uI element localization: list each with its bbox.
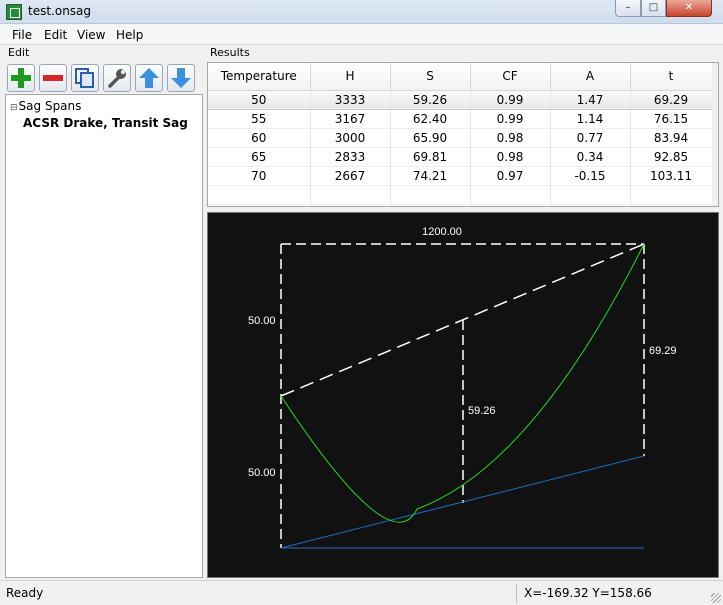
column-header-t[interactable]: t [630,63,713,91]
sag-plot-canvas: 1200.00 50.00 50.00 59.26 69.29 [248,226,677,549]
copy-span-button[interactable] [71,64,99,92]
cell-t: 83.94 [630,128,713,148]
cell-temperature: 70 [208,166,311,186]
minus-icon [43,75,63,81]
window-title: test.onsag [28,4,92,18]
table-row[interactable]: 60 3000 65.90 0.98 0.77 83.94 [208,128,713,148]
empty-row [208,185,713,205]
status-separator [516,584,517,603]
move-up-button[interactable] [135,64,163,92]
cell-a: 1.14 [550,109,631,129]
sag-spans-tree[interactable]: ⊟Sag Spans ACSR Drake, Transit Sag [5,94,203,578]
menu-view[interactable]: View [77,28,106,42]
edit-toolbar [5,61,203,93]
menu-bar: File Edit View Help [0,25,723,45]
edit-span-button[interactable] [103,64,131,92]
table-row[interactable]: 70 2667 74.21 0.97 -0.15 103.11 [208,166,713,186]
cell-h: 3333 [310,89,391,110]
cell-s: 74.21 [390,166,471,186]
status-text: Ready [6,586,44,600]
remove-span-button[interactable] [39,64,67,92]
cell-a: -0.15 [550,166,631,186]
cell-cf: 0.97 [470,166,551,186]
add-span-button[interactable] [7,64,35,92]
minimize-button[interactable]: – [615,0,641,17]
cell-temperature: 50 [208,89,311,110]
table-row[interactable]: 65 2833 69.81 0.98 0.34 92.85 [208,147,713,167]
column-header-cf[interactable]: CF [470,63,551,91]
edit-pane-header: Edit [8,46,30,59]
cell-s: 65.90 [390,128,471,148]
column-header-s[interactable]: S [390,63,471,91]
wrench-icon [108,69,126,88]
title-bar: test.onsag – □ ✕ [0,0,723,24]
tree-node-span[interactable]: ACSR Drake, Transit Sag [23,116,188,130]
empty-row [208,204,713,206]
arrow-up-icon [139,68,159,88]
column-header-a[interactable]: A [550,63,631,91]
tree-node-sag-spans[interactable]: ⊟Sag Spans [10,99,81,113]
span-label: 1200.00 [422,226,462,238]
cell-t: 103.11 [630,166,713,186]
cell-h: 2667 [310,166,391,186]
cell-s: 69.81 [390,147,471,167]
results-table: Temperature H S CF A t 50 3333 59.26 0.99 1.… [207,62,719,207]
arrow-down-icon [171,68,191,88]
cell-h: 2833 [310,147,391,167]
cell-a: 0.34 [550,147,631,167]
menu-edit[interactable]: Edit [44,28,68,42]
cell-temperature: 55 [208,109,311,129]
edit-pane: Edit [5,45,203,578]
plus-icon [11,68,31,88]
cell-temperature: 65 [208,147,311,167]
cell-a: 1.47 [550,89,631,110]
cell-h: 3000 [310,128,391,148]
copy-icon [75,68,94,88]
cursor-coordinates: X=-169.32 Y=158.66 [524,586,652,600]
cell-cf: 0.99 [470,109,551,129]
table-row[interactable]: 50 3333 59.26 0.99 1.47 69.29 [208,89,713,110]
column-header-h[interactable]: H [310,63,391,91]
tree-root-label: Sag Spans [18,99,82,113]
cell-s: 59.26 [390,89,471,110]
left-lower-label: 50.00 [248,467,276,479]
close-button[interactable]: ✕ [666,0,712,17]
cell-s: 62.40 [390,109,471,129]
cell-t: 92.85 [630,147,713,167]
app-icon [6,4,22,20]
cell-temperature: 60 [208,128,311,148]
cell-cf: 0.99 [470,89,551,110]
menu-help[interactable]: Help [116,28,144,42]
cell-t: 69.29 [630,89,713,110]
table-row[interactable]: 55 3167 62.40 0.99 1.14 76.15 [208,109,713,129]
maximize-button[interactable]: □ [641,0,666,17]
right-label: 69.29 [649,345,677,357]
sag-label: 59.26 [468,405,496,417]
conductor-curve [280,243,645,523]
results-header: Results [210,46,250,59]
cell-t: 76.15 [630,109,713,129]
results-scrollbar[interactable] [712,63,718,206]
tangent-line [280,455,645,549]
sag-plot: 1200.00 50.00 50.00 59.26 69.29 [207,212,719,578]
left-upper-label: 50.00 [248,315,276,327]
cell-a: 0.77 [550,128,631,148]
cell-h: 3167 [310,109,391,129]
status-bar: Ready X=-169.32 Y=158.66 [0,580,723,605]
menu-file[interactable]: File [12,28,33,42]
cell-cf: 0.98 [470,147,551,167]
column-header-temperature[interactable]: Temperature [208,63,311,91]
resize-grip-icon[interactable] [711,593,721,603]
move-down-button[interactable] [167,64,195,92]
cell-cf: 0.98 [470,128,551,148]
collapse-icon[interactable]: ⊟ [10,103,18,113]
